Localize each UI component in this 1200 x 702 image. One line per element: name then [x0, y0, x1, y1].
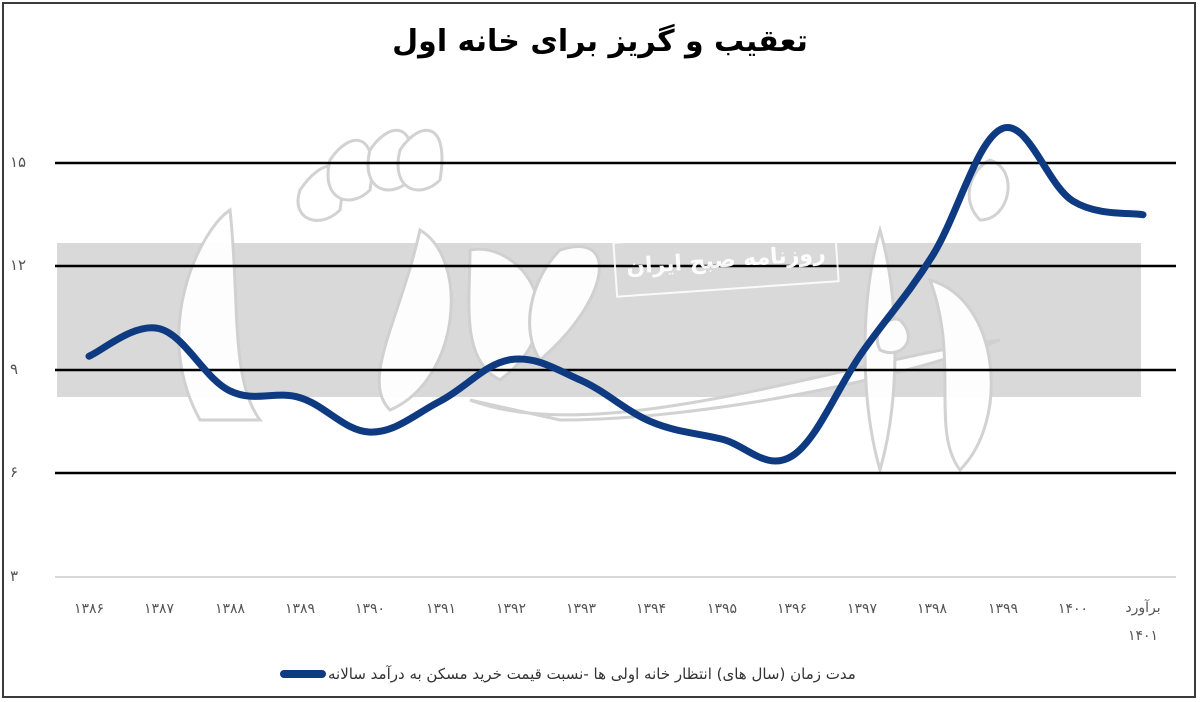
x-label: ۱۳۹۴: [635, 601, 667, 617]
gridlines: [55, 161, 1176, 475]
x-label: ۱۳۹۰: [354, 601, 386, 617]
x-label: ۱۳۹۱: [425, 601, 457, 617]
x-label: ۱۳۹۹: [987, 601, 1019, 617]
y-label-6: ۶: [10, 463, 19, 481]
x-label: ۱۳۸۸: [214, 601, 246, 617]
x-label: ۱۳۸۹: [284, 601, 316, 617]
x-label: ۱۳۸۷: [143, 601, 175, 617]
y-label-3: ۳: [10, 567, 19, 585]
y-label-12: ۱۲: [10, 256, 27, 274]
y-label-9: ۹: [10, 360, 19, 378]
x-label: ۱۳۹۳: [565, 601, 597, 617]
x-label: ۱۳۹۲: [495, 601, 527, 617]
x-label: ۱۳۹۶: [776, 601, 808, 617]
chart-title: تعقیب و گریز برای خانه اول: [392, 24, 808, 59]
x-label-estimate: برآورد ۱۴۰۱: [1108, 594, 1178, 650]
x-label-estimate-line1: برآورد: [1125, 600, 1161, 616]
x-label-estimate-line2: ۱۴۰۱: [1127, 628, 1159, 644]
legend-label: مدت زمان (سال های) انتظار خانه اولی ها -…: [328, 665, 856, 683]
x-label: ۱۳۹۷: [846, 601, 878, 617]
x-label: ۱۳۹۸: [916, 601, 948, 617]
legend-swatch-icon: [280, 670, 326, 678]
y-label-15: ۱۵: [10, 153, 27, 171]
legend: مدت زمان (سال های) انتظار خانه اولی ها -…: [280, 662, 940, 686]
x-label: ۱۳۸۶: [73, 601, 105, 617]
x-label: ۱۴۰۰: [1057, 601, 1089, 617]
series-line: [85, 124, 1147, 465]
x-label: ۱۳۹۵: [706, 601, 738, 617]
